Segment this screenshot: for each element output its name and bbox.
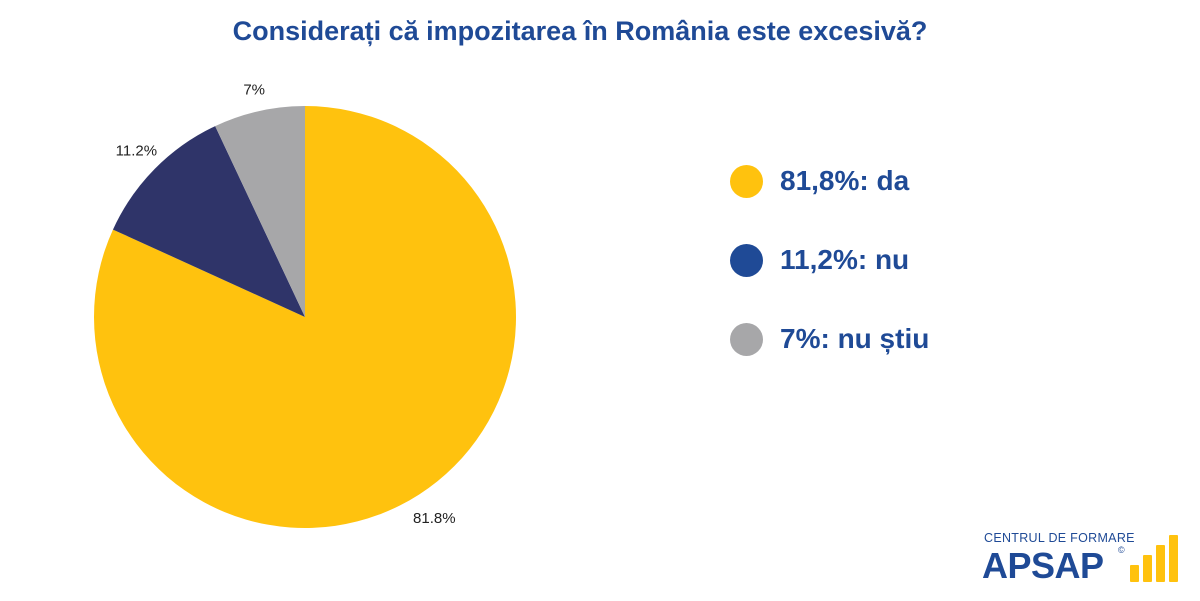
logo-name: APSAP: [982, 545, 1104, 586]
logo-copyright-mark: ©: [1118, 545, 1125, 555]
legend-item-nu-stiu: 7%: nu știu: [730, 320, 929, 358]
legend-dot-nu-stiu: [730, 322, 763, 356]
apsap-logo: CENTRUL DE FORMARE APSAP ©: [982, 531, 1182, 587]
slice-data-label: 7%: [243, 82, 265, 99]
legend-item-nu: 11,2%: nu: [730, 241, 929, 279]
slice-data-label: 81.8%: [413, 510, 456, 527]
logo-subtitle: CENTRUL DE FORMARE: [984, 531, 1135, 545]
pie-chart: 81.8% 11.2% 7%: [93, 82, 516, 528]
pie-slice-nu-știu: [215, 106, 305, 317]
legend-item-da: 81,8%: da: [730, 162, 929, 200]
legend-dot-da: [730, 164, 763, 198]
legend-label-da: 81,8%: da: [780, 165, 910, 196]
legend-label-nu: 11,2%: nu: [780, 244, 910, 275]
logo-bars-icon: [1130, 535, 1178, 582]
legend: 81,8%: da 11,2%: nu 7%: nu știu: [730, 162, 929, 399]
legend-dot-nu: [730, 243, 763, 277]
pie-slice-nu: [112, 126, 305, 318]
chart-title: Considerați că impozitarea în România es…: [232, 16, 928, 46]
slice-data-label: 11.2%: [116, 142, 157, 159]
legend-label-nu-stiu: 7%: nu știu: [780, 323, 930, 354]
